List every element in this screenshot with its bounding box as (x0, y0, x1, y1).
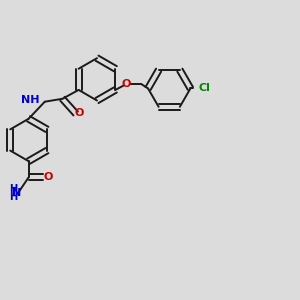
Text: O: O (122, 79, 131, 89)
Text: H: H (9, 192, 17, 203)
Text: Cl: Cl (198, 83, 210, 94)
Text: O: O (43, 172, 52, 182)
Text: O: O (74, 109, 84, 118)
Text: N: N (12, 188, 21, 198)
Text: H: H (9, 184, 17, 194)
Text: NH: NH (21, 95, 40, 105)
